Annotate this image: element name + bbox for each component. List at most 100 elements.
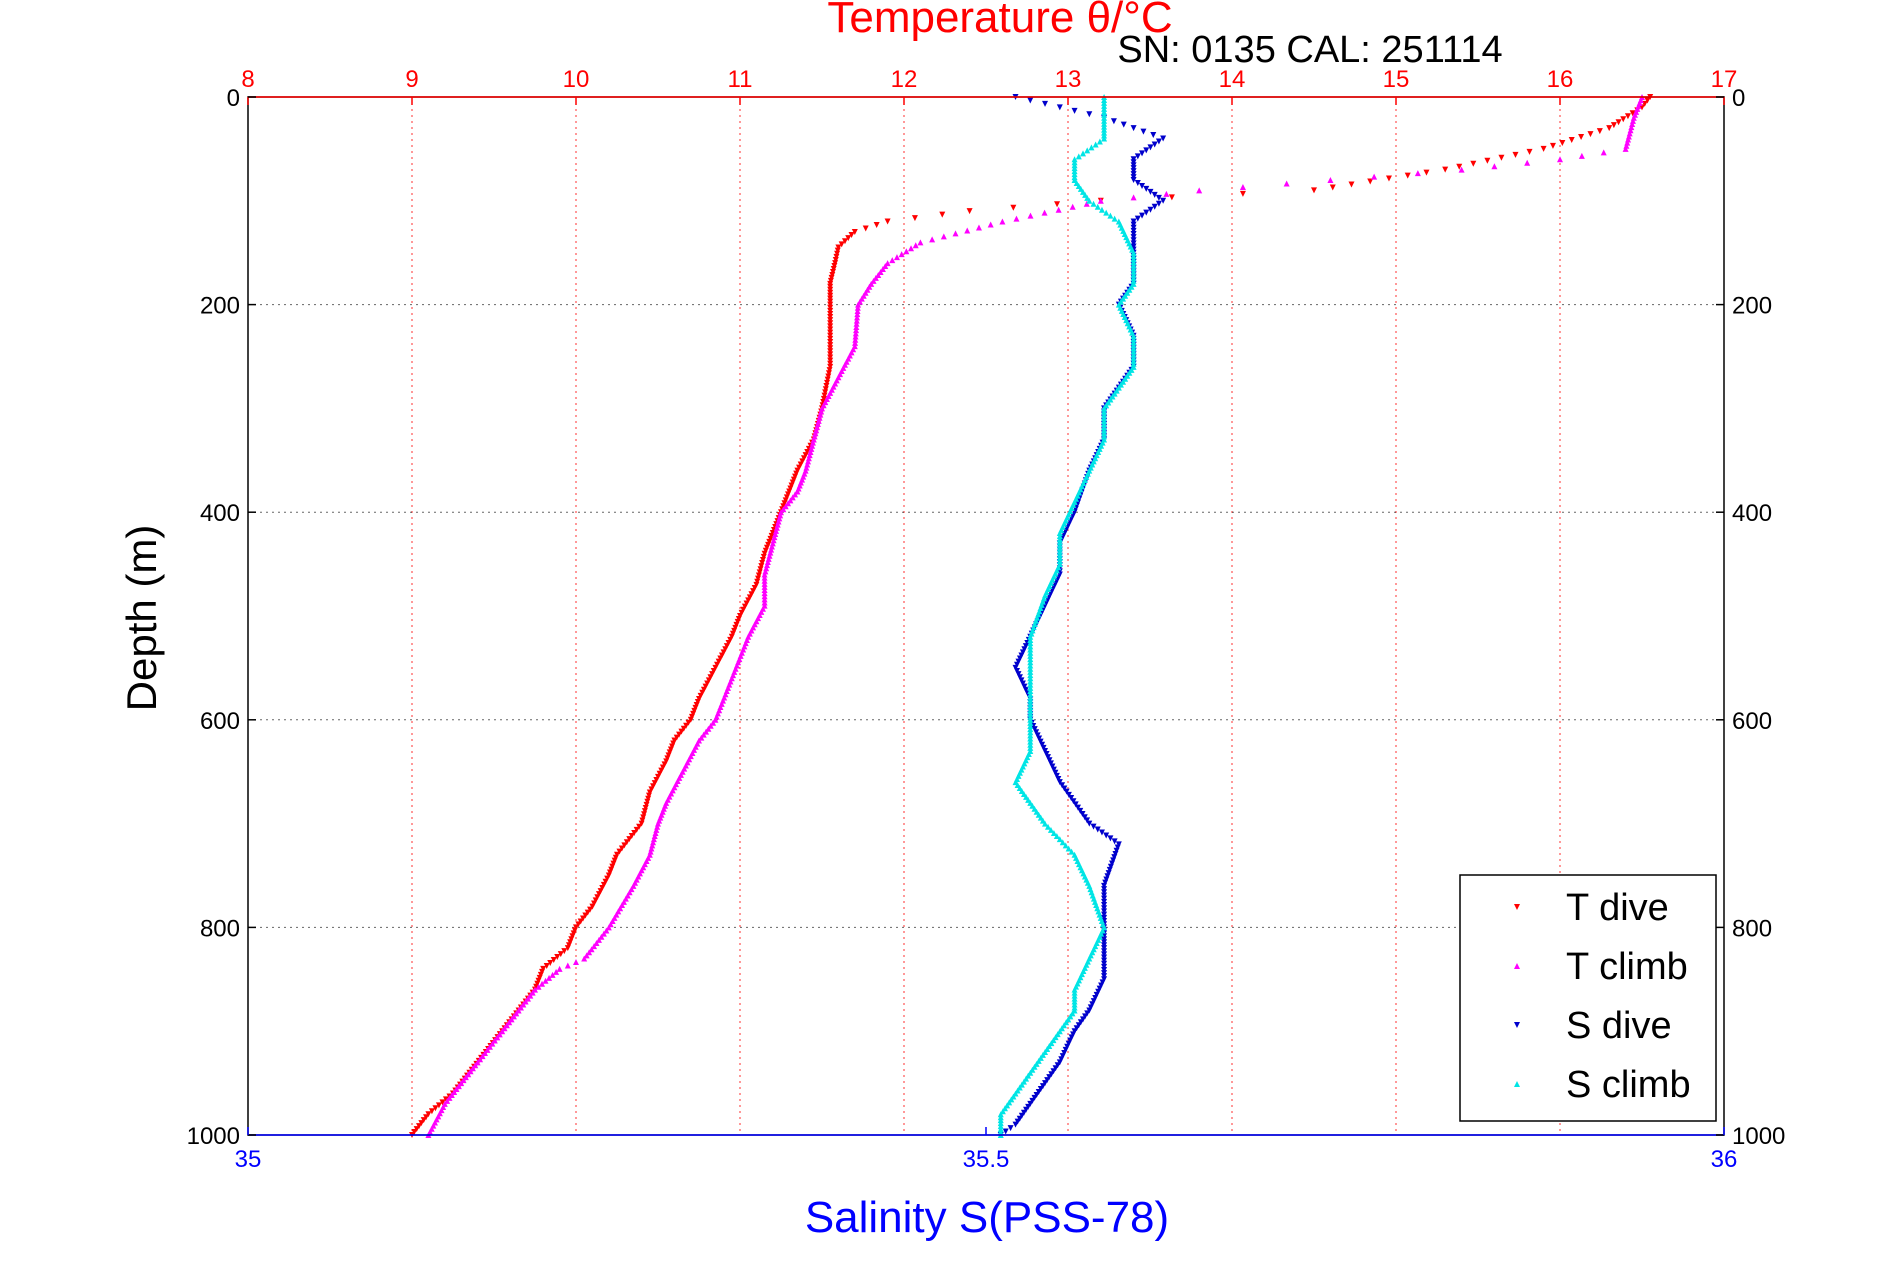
x-top-tick-label: 8 — [241, 66, 254, 93]
data-point — [1147, 206, 1154, 213]
data-point — [717, 655, 724, 662]
data-point — [599, 884, 606, 891]
data-point — [753, 581, 760, 588]
data-point — [1027, 704, 1034, 711]
data-point — [794, 488, 801, 495]
data-point — [542, 977, 549, 984]
data-point — [1110, 118, 1117, 125]
data-point — [1070, 798, 1077, 805]
data-point — [929, 236, 936, 243]
data-point — [1112, 850, 1119, 857]
chart-subtitle: SN: 0135 CAL: 251114 — [1117, 29, 1502, 71]
data-point — [1101, 892, 1108, 899]
data-point — [1134, 215, 1141, 222]
data-point — [1065, 845, 1072, 852]
data-point — [882, 263, 889, 270]
data-point — [1130, 227, 1137, 234]
data-point — [761, 590, 768, 597]
data-point — [588, 946, 595, 953]
data-point — [1130, 338, 1137, 345]
data-point — [827, 363, 834, 370]
data-point — [1052, 769, 1059, 776]
data-point — [884, 260, 891, 267]
data-point — [1054, 201, 1061, 208]
data-point — [1130, 277, 1137, 284]
data-point — [645, 795, 652, 802]
data-point — [1549, 142, 1556, 149]
data-point — [1033, 729, 1040, 736]
data-point — [827, 338, 834, 345]
data-point — [845, 235, 852, 242]
data-point — [1130, 221, 1137, 228]
data-point — [524, 995, 531, 1002]
data-point — [655, 773, 661, 780]
data-point — [1155, 194, 1162, 201]
data-point — [1423, 169, 1430, 176]
data-point — [1130, 271, 1137, 278]
data-point — [833, 253, 840, 260]
data-point — [725, 639, 732, 646]
data-point — [583, 952, 590, 959]
data-point — [1101, 424, 1108, 431]
data-point — [491, 1037, 498, 1044]
data-point — [1095, 988, 1102, 995]
x-top-tick-label: 13 — [1055, 66, 1082, 93]
data-point — [720, 649, 727, 656]
data-point — [872, 274, 879, 281]
y-right-tick-label: 1000 — [1732, 1123, 1785, 1150]
data-point — [1059, 1053, 1066, 1060]
data-point — [651, 780, 658, 787]
data-point — [573, 959, 579, 965]
data-point — [827, 304, 834, 311]
x-top-tick-label: 12 — [891, 66, 918, 93]
x-bottom-tick-label: 35.5 — [963, 1146, 1010, 1173]
data-point — [1239, 183, 1246, 190]
data-point — [1115, 841, 1122, 848]
data-point — [862, 225, 869, 232]
data-point — [1027, 675, 1034, 682]
data-point — [1070, 1031, 1077, 1038]
data-point — [1027, 716, 1034, 723]
data-point — [1568, 137, 1575, 144]
data-point — [827, 351, 834, 358]
data-point — [827, 342, 834, 349]
data-point — [1140, 128, 1147, 135]
data-point — [1042, 747, 1049, 754]
data-point — [1101, 405, 1108, 412]
y-left-tick-label: 200 — [200, 293, 240, 320]
data-point — [1367, 178, 1374, 185]
data-point — [1111, 854, 1118, 861]
data-point — [1021, 683, 1028, 690]
data-point — [1092, 141, 1099, 148]
data-point — [1027, 633, 1034, 640]
data-point — [1037, 738, 1044, 745]
data-point — [623, 839, 630, 846]
data-point — [1056, 539, 1063, 546]
data-point — [1134, 180, 1141, 187]
data-point — [1053, 833, 1060, 840]
data-point — [1101, 420, 1108, 427]
data-point — [641, 811, 648, 818]
data-point — [718, 652, 725, 659]
data-point — [854, 304, 861, 311]
data-point — [1019, 649, 1026, 656]
y-left-tick-label: 800 — [200, 915, 240, 942]
data-point — [1606, 125, 1613, 132]
data-point — [1130, 268, 1137, 275]
data-point — [1065, 791, 1072, 798]
data-point — [939, 211, 946, 218]
data-point — [761, 599, 768, 606]
data-point — [1027, 729, 1034, 736]
data-point — [757, 566, 764, 573]
data-point — [1101, 430, 1108, 437]
data-point — [1101, 135, 1108, 142]
data-point — [1027, 710, 1034, 717]
data-point — [707, 674, 714, 681]
data-point — [1371, 173, 1378, 180]
data-point — [1512, 151, 1519, 158]
data-point — [782, 503, 789, 510]
data-point — [1027, 707, 1034, 714]
legend-box — [1459, 874, 1717, 1122]
data-point — [1027, 640, 1034, 647]
data-point — [467, 1068, 474, 1075]
